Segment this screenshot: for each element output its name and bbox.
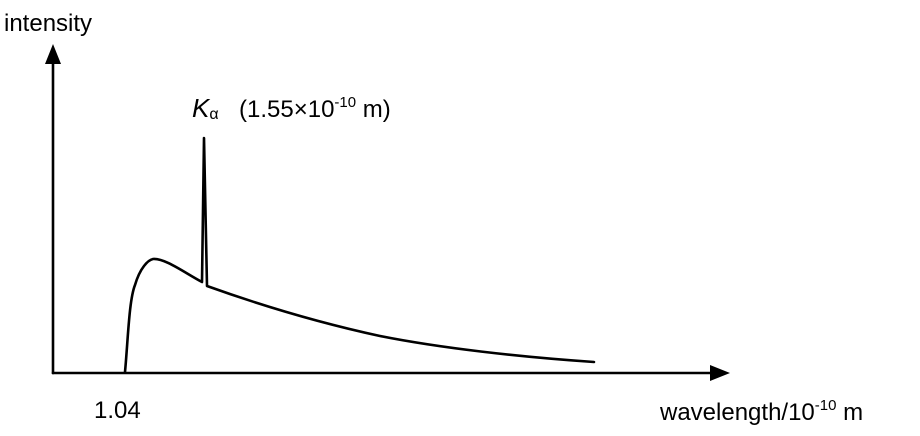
- y-axis-label: intensity: [4, 10, 92, 37]
- spectrum-curve: [123, 136, 596, 374]
- k-alpha-symbol: K: [192, 93, 211, 123]
- x-axis-arrow: [710, 365, 730, 381]
- x-axis-label: wavelength/10-10 m: [659, 397, 863, 426]
- k-alpha-wavelength-exponent: -10: [334, 94, 356, 111]
- k-alpha-wavelength-close: m): [356, 96, 391, 123]
- k-alpha-subscript: α: [209, 106, 218, 123]
- k-alpha-label: Kα: [192, 93, 219, 123]
- k-alpha-wavelength-open: (1.55×10: [239, 96, 334, 123]
- x-axis-label-exponent: -10: [815, 397, 837, 414]
- y-axis-arrow: [45, 44, 61, 64]
- x-axis-label-base: wavelength/10: [659, 399, 815, 426]
- k-alpha-wavelength: (1.55×10-10 m): [239, 94, 391, 123]
- x-axis-label-unit: m: [836, 399, 863, 426]
- cutoff-wavelength-label: 1.04: [94, 397, 141, 424]
